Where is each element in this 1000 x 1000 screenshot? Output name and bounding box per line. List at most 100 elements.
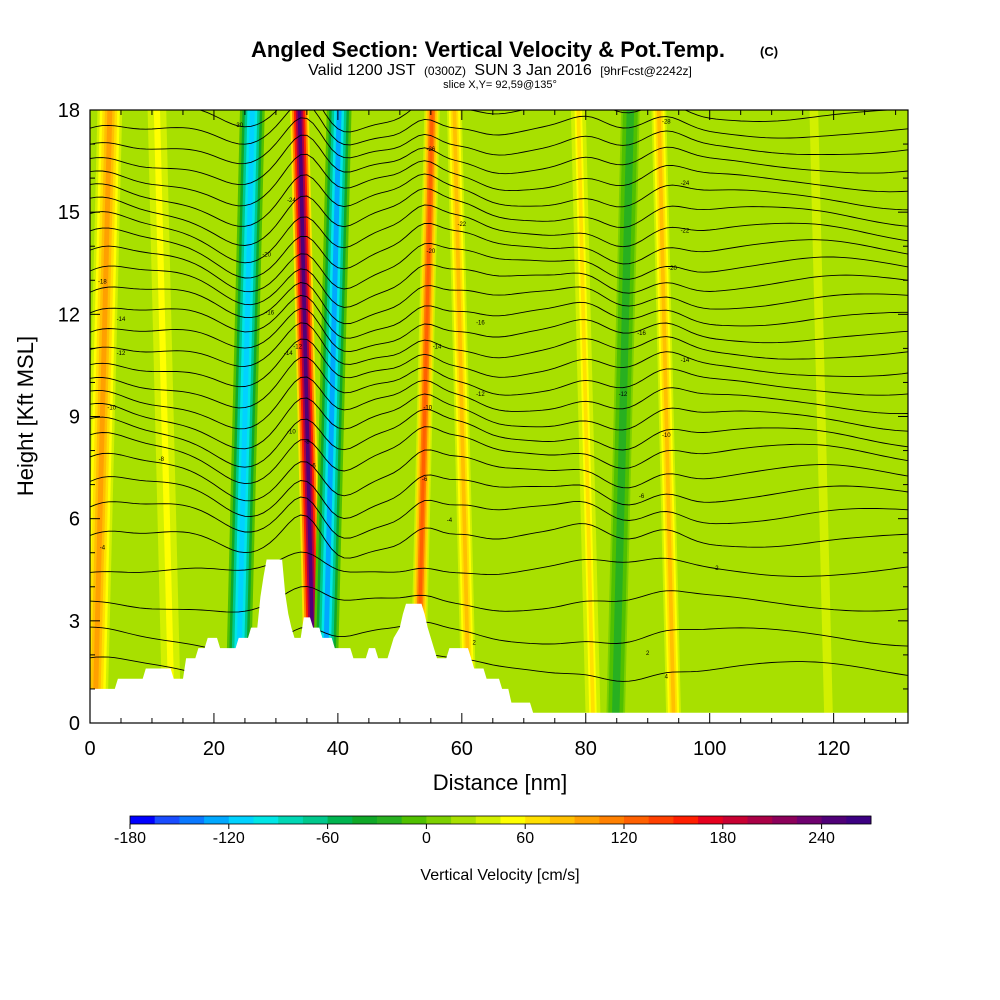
subtitle-date: SUN 3 Jan 2016 xyxy=(474,62,592,79)
contour-label: -30 xyxy=(234,123,243,129)
colorbar-swatch xyxy=(377,816,403,824)
contour-label: -12 xyxy=(476,392,485,398)
y-tick-label: 18 xyxy=(58,100,80,122)
velocity-band-layer xyxy=(92,110,113,723)
colorbar-swatch xyxy=(846,816,872,824)
colorbar-swatch xyxy=(796,816,822,824)
contour-label: 4 xyxy=(665,675,669,681)
terrain xyxy=(90,559,908,723)
contour-label: -8 xyxy=(304,440,310,446)
contour-label: -6 xyxy=(639,494,645,500)
velocity-band xyxy=(311,110,352,723)
velocity-band-layer xyxy=(809,110,834,723)
isotherm-line xyxy=(90,449,908,502)
isotherm-line xyxy=(90,110,895,133)
isotherm-line xyxy=(90,474,908,519)
chart-title: Angled Section: Vertical Velocity & Pot.… xyxy=(251,37,725,62)
x-tick-label: 60 xyxy=(451,738,473,760)
contour-label: -20 xyxy=(426,249,435,255)
contour-label: 2 xyxy=(646,651,650,657)
isotherm-line xyxy=(90,551,908,577)
x-axis: 0 20 40 60 80 100 120 xyxy=(84,110,897,760)
colorbar-swatch xyxy=(401,816,427,824)
x-axis-label: Distance [nm] xyxy=(433,770,568,795)
isotherm-line xyxy=(90,153,908,207)
colorbar-swatch xyxy=(278,816,304,824)
contour-label: -2 xyxy=(713,566,719,572)
isotherm-line xyxy=(90,308,908,353)
velocity-band xyxy=(445,110,479,723)
isotherm-line xyxy=(90,322,908,367)
colorbar-tick-label: 120 xyxy=(611,830,638,847)
velocity-band-layer xyxy=(531,110,553,723)
contour-label: -14 xyxy=(681,358,690,364)
velocity-band-layer xyxy=(235,110,255,723)
contour-label: -10 xyxy=(423,406,432,412)
contour-label: -16 xyxy=(637,331,646,337)
isotherm-line xyxy=(90,514,908,559)
contour-label: -14 xyxy=(433,344,442,350)
colorbar-swatch xyxy=(698,816,724,824)
contour-labels: -18-14-12-10-4-8-30-20-16-24-14-12-10-8-… xyxy=(98,120,719,681)
colorbar-tick-label: -60 xyxy=(316,830,339,847)
contour-label: -16 xyxy=(476,321,485,327)
contour-label: -24 xyxy=(681,181,690,187)
velocity-band-layer xyxy=(576,110,596,723)
isotherm-line xyxy=(90,134,908,186)
isotherm-line xyxy=(90,356,908,409)
colorbar-swatch xyxy=(204,816,230,824)
contour-label: -12 xyxy=(293,344,302,350)
contour-label: -4 xyxy=(447,518,453,524)
colorbar-swatch xyxy=(451,816,477,824)
y-tick-label: 6 xyxy=(69,509,80,531)
colorbar-swatch xyxy=(154,816,180,824)
colorbar-swatch xyxy=(549,816,575,824)
contour-label: -20 xyxy=(262,252,271,258)
contour-label: -6 xyxy=(422,477,428,483)
field-background xyxy=(90,110,908,723)
chart-title-unit: (C) xyxy=(760,44,778,59)
colorbar-swatch xyxy=(352,816,378,824)
colorbar-tick-label: 240 xyxy=(808,830,835,847)
contour-label: -24 xyxy=(287,198,296,204)
contour-label: -14 xyxy=(284,351,293,357)
colorbar-swatch xyxy=(648,816,674,824)
colorbar-swatch xyxy=(821,816,847,824)
y-tick-label: 12 xyxy=(58,304,80,326)
isotherm-line xyxy=(90,204,908,264)
colorbar-swatch xyxy=(574,816,600,824)
isotherm-line xyxy=(90,263,908,308)
plot-area xyxy=(90,110,908,723)
velocity-band xyxy=(569,110,603,723)
colorbar-swatch xyxy=(772,816,798,824)
isotherm-line xyxy=(90,586,908,613)
colorbar-swatch xyxy=(747,816,773,824)
colorbar-swatch xyxy=(525,816,551,824)
isotherm-line xyxy=(90,223,908,279)
colorbar-swatch xyxy=(475,816,501,824)
chart-subtitle: Valid 1200 JST (0300Z) SUN 3 Jan 2016 [9… xyxy=(308,62,692,79)
x-tick-label: 20 xyxy=(203,738,225,760)
colorbar: -180 -120 -60 0 60 120 180 240 xyxy=(114,815,872,847)
colorbar-tick-label: 60 xyxy=(516,830,534,847)
slice-info: slice X,Y= 92,59@135° xyxy=(443,79,557,91)
x-tick-label: 80 xyxy=(575,738,597,760)
colorbar-swatch xyxy=(130,816,156,824)
velocity-band xyxy=(290,110,324,723)
contour-label: -10 xyxy=(287,430,296,436)
contour-label: -22 xyxy=(681,229,690,235)
velocity-band-layer xyxy=(415,110,434,723)
x-tick-label: 100 xyxy=(693,738,726,760)
x-tick-label: 0 xyxy=(84,738,95,760)
isotherm-line xyxy=(90,393,908,450)
y-tick-label: 9 xyxy=(69,407,80,429)
colorbar-swatch xyxy=(302,816,328,824)
y-tick-label: 0 xyxy=(69,713,80,735)
y-tick-label: 3 xyxy=(69,611,80,633)
colorbar-swatch xyxy=(179,816,205,824)
colorbar-swatch xyxy=(327,816,353,824)
x-tick-label: 120 xyxy=(817,738,850,760)
isotherm-line xyxy=(90,242,908,293)
contour-label: -10 xyxy=(107,406,116,412)
isotherm-line xyxy=(90,110,908,146)
